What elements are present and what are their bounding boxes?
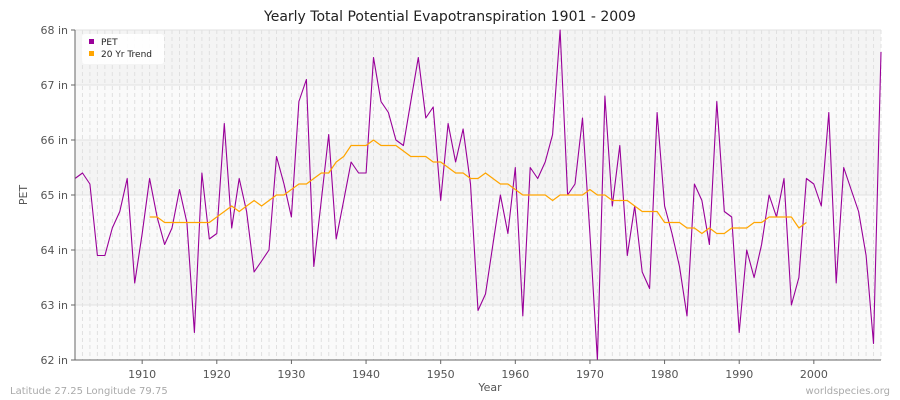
- trend-series-line: [149, 139, 807, 235]
- x-tick-label: 1970: [576, 368, 604, 381]
- x-tick-label: 1940: [352, 368, 380, 381]
- y-tick-label: 65 in: [40, 189, 68, 202]
- x-tick-label: 1910: [128, 368, 156, 381]
- y-tick-label: 64 in: [40, 244, 68, 257]
- legend-box: [82, 34, 164, 64]
- source-footer: worldspecies.org: [806, 386, 890, 397]
- pet-series-line: [74, 29, 882, 361]
- legend-swatch-trend: [89, 51, 94, 56]
- x-tick-label: 1950: [427, 368, 455, 381]
- x-tick-label: 1980: [651, 368, 679, 381]
- x-tick-label: 1960: [501, 368, 529, 381]
- y-tick-label: 66 in: [40, 134, 68, 147]
- x-axis-label: Year: [477, 381, 502, 394]
- x-tick-label: 1920: [203, 368, 231, 381]
- legend-swatch-pet: [89, 39, 94, 44]
- x-tick-label: 1990: [725, 368, 753, 381]
- legend-label-trend: 20 Yr Trend: [101, 50, 152, 60]
- x-axis-ticks: 1910 1920 1930 1940 1950 1960 1970 1980 1990 2000: [128, 360, 828, 381]
- y-tick-label: 68 in: [40, 24, 68, 37]
- series-lines: [74, 29, 882, 361]
- chart-title: Yearly Total Potential Evapotranspiratio…: [263, 9, 636, 25]
- y-tick-label: 67 in: [40, 79, 68, 92]
- location-footer: Latitude 27.25 Longitude 79.75: [10, 386, 168, 397]
- y-axis-label: PET: [17, 185, 30, 206]
- legend-label-pet: PET: [101, 38, 118, 48]
- x-tick-label: 1930: [277, 368, 305, 381]
- y-tick-label: 63 in: [40, 299, 68, 312]
- x-tick-label: 2000: [800, 368, 828, 381]
- y-tick-label: 62 in: [40, 354, 68, 367]
- legend: PET 20 Yr Trend: [82, 34, 164, 64]
- horizontal-gridlines: [75, 29, 881, 361]
- y-axis-ticks: 62 in 63 in 64 in 65 in 66 in 67 in 68 in: [40, 24, 75, 367]
